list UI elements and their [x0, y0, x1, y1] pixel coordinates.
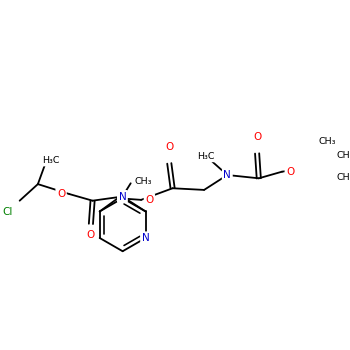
Text: Cl: Cl [3, 207, 13, 217]
Text: H₃C: H₃C [42, 156, 60, 166]
Text: O: O [165, 142, 173, 152]
Text: O: O [57, 189, 65, 199]
Text: O: O [286, 167, 294, 177]
Text: O: O [253, 132, 261, 142]
Text: CH₃: CH₃ [134, 177, 152, 186]
Text: N: N [142, 233, 149, 243]
Text: N: N [119, 191, 126, 202]
Text: H₃C: H₃C [197, 152, 215, 161]
Text: CH₃: CH₃ [318, 136, 336, 146]
Text: N: N [223, 170, 231, 180]
Text: CH₃: CH₃ [337, 173, 350, 182]
Text: CH₃: CH₃ [337, 152, 350, 160]
Text: O: O [87, 231, 95, 240]
Text: O: O [145, 195, 154, 205]
